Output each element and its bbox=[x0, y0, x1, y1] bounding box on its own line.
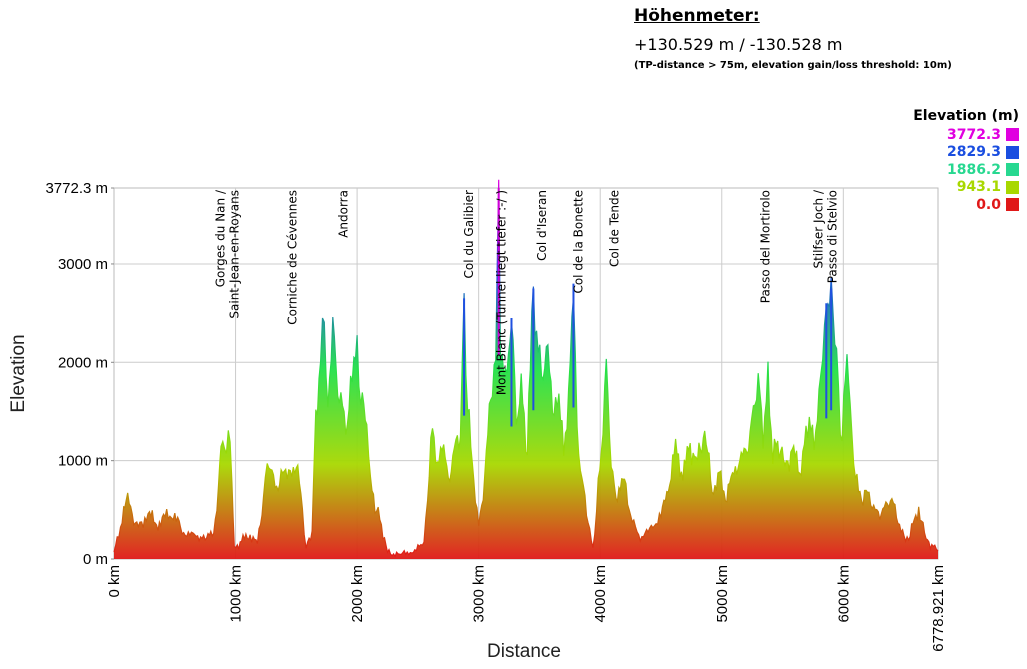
legend-swatch bbox=[1006, 163, 1019, 176]
pass-annotation: Stilfser Joch / Passo di Stelvio bbox=[811, 189, 839, 283]
x-tick-label: 0 km bbox=[106, 565, 123, 598]
x-tick-label: 2000 km bbox=[349, 565, 366, 623]
legend-title: Elevation (m) bbox=[913, 108, 1019, 124]
y-tick-label: 3000 m bbox=[58, 256, 108, 273]
legend-swatch bbox=[1006, 128, 1019, 141]
pass-label: Col du Galibier bbox=[462, 190, 476, 279]
pass-label: Corniche de Cévennes bbox=[286, 190, 300, 325]
y-tick-label: 3772.3 m bbox=[45, 180, 108, 197]
pass-label: Andorra bbox=[337, 190, 351, 238]
elevation-area bbox=[114, 179, 938, 560]
legend-swatch bbox=[1006, 145, 1019, 159]
elevation-line bbox=[113, 179, 939, 558]
pass-label: Saint-Jean-en-Royans bbox=[227, 190, 241, 319]
pass-annotation: Col de Tende bbox=[608, 190, 622, 267]
x-tick-label: 4000 km bbox=[592, 565, 609, 623]
hoehenmeter-title: Höhenmeter: bbox=[634, 6, 760, 26]
x-tick-label: 6778.921 km bbox=[930, 565, 947, 652]
legend-swatch bbox=[1006, 198, 1019, 211]
y-tick-label: 1000 m bbox=[58, 453, 108, 470]
pass-label: Col d'Iseran bbox=[535, 190, 549, 261]
pass-label: Stilfser Joch / bbox=[811, 189, 825, 268]
x-tick-label: 1000 km bbox=[228, 565, 245, 623]
pass-annotation: Col d'Iseran bbox=[535, 190, 549, 261]
y-tick-label: 0 m bbox=[83, 551, 108, 568]
pass-label: Passo di Stelvio bbox=[825, 190, 839, 283]
legend-item: 0.0 bbox=[976, 196, 1019, 213]
pass-annotation: Mont Blanc (Tunnel liegt tiefer :-/ ) bbox=[495, 190, 509, 395]
pass-annotation: Andorra bbox=[337, 190, 351, 238]
y-axis-title: Elevation bbox=[8, 334, 29, 412]
hoehenmeter-value: +130.529 m / -130.528 m bbox=[634, 35, 843, 54]
pass-annotation: Passo del Mortirolo bbox=[758, 190, 772, 303]
legend-item: 3772.3 bbox=[947, 126, 1019, 143]
pass-label: Passo del Mortirolo bbox=[758, 190, 772, 303]
legend-item: 2829.3 bbox=[947, 144, 1019, 161]
legend-value: 943.1 bbox=[956, 179, 1001, 195]
x-tick-label: 5000 km bbox=[714, 565, 731, 623]
pass-annotation: Corniche de Cévennes bbox=[286, 190, 300, 325]
legend-swatch bbox=[1006, 180, 1019, 194]
legend-value: 1886.2 bbox=[946, 161, 1001, 178]
legend-item: 1886.2 bbox=[947, 161, 1019, 178]
pass-label: Col de Tende bbox=[608, 190, 622, 267]
pass-label: Col de la Bonette bbox=[571, 190, 585, 294]
legend-value: 2829.3 bbox=[946, 144, 1001, 160]
legend-item: 943.1 bbox=[957, 179, 1019, 196]
x-axis-title: Distance bbox=[487, 641, 561, 662]
legend-value: 3772.3 bbox=[946, 126, 1001, 143]
pass-annotation: Gorges du Nan / Saint-Jean-en-Royans bbox=[213, 189, 241, 319]
pass-annotation: Col du Galibier bbox=[462, 190, 476, 279]
legend-value: 0.0 bbox=[976, 196, 1001, 213]
x-tick-label: 3000 km bbox=[471, 565, 488, 623]
hoehenmeter-note: (TP-distance > 75m, elevation gain/loss … bbox=[634, 60, 952, 71]
pass-label: Gorges du Nan / bbox=[213, 189, 227, 287]
pass-label: Mont Blanc (Tunnel liegt tiefer :-/ ) bbox=[495, 190, 509, 395]
y-tick-label: 2000 m bbox=[58, 354, 108, 371]
pass-annotation: Col de la Bonette bbox=[571, 190, 585, 294]
x-tick-label: 6000 km bbox=[835, 565, 852, 623]
